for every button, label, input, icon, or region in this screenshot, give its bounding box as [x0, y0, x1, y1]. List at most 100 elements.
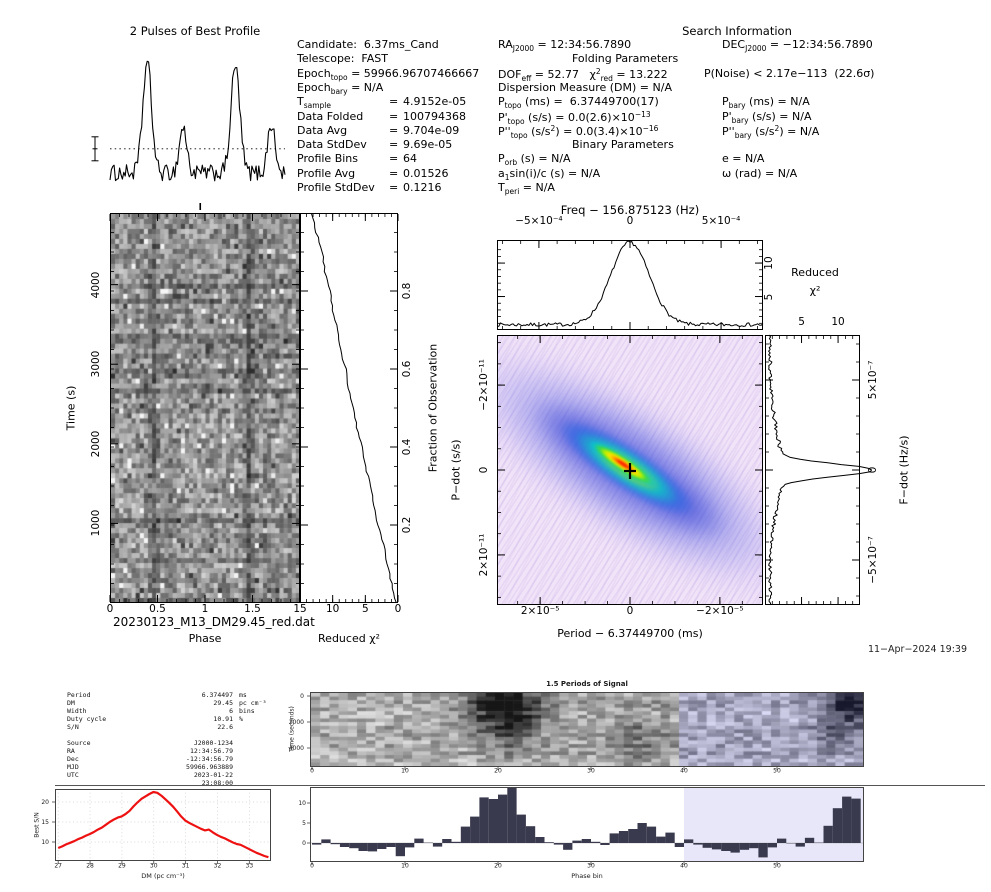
- search-info-right: Pbary (ms) = N/A: [722, 95, 810, 111]
- waterfall-xtick-label: 40: [680, 767, 688, 775]
- snr-ytick-label: 20: [41, 798, 49, 806]
- freq-tick-label: −5×10⁻⁴: [515, 215, 563, 227]
- chi2-tick-label: 10: [325, 603, 340, 615]
- summary-value: -12:34:56.79: [186, 754, 233, 763]
- search-info-right: ω (rad) = N/A: [722, 166, 798, 180]
- period-tick-label: −2×10⁻⁵: [696, 605, 744, 617]
- freq-plot-title: Freq − 156.875123 (Hz): [560, 203, 700, 217]
- fdot-tick-label: 5×10⁻⁷: [867, 360, 879, 400]
- summary-label: Width: [67, 707, 87, 716]
- summary-table-row: UTC 2023-01-22 23:08:00: [67, 771, 267, 787]
- fraction-tick-label: 0.6: [401, 360, 413, 378]
- snr-ytick-label: 15: [41, 818, 49, 826]
- chi2-tick-label: 0: [394, 603, 402, 615]
- profile-title: 2 Pulses of Best Profile: [129, 24, 261, 38]
- summary-unit: pc cm⁻³: [239, 699, 267, 708]
- summary-label: MJD: [67, 762, 79, 771]
- search-info-line: Dispersion Measure (DM) = N/A: [498, 81, 988, 95]
- fdot-axis-label: F−dot (Hz/s): [897, 435, 911, 505]
- candidate-info-line: Telescope: FAST: [297, 52, 388, 66]
- candidate-info-line: Data Avg = 9.704e-09: [297, 123, 460, 137]
- hist-ytick-label: 0: [302, 839, 306, 847]
- summary-label: Duty cycle: [67, 715, 107, 724]
- search-info-line: Porb (s) = N/A e = N/A: [498, 152, 988, 167]
- search-info-title: Search Information: [682, 24, 792, 38]
- hist-xtick-label: 50: [773, 862, 781, 870]
- phase-tick-label: 1.5: [244, 603, 261, 615]
- candidate-info-value: 0.01526: [403, 166, 449, 180]
- summary-label: Period: [67, 691, 91, 699]
- waterfall-box: [307, 692, 864, 770]
- phase-tick-label: 0: [106, 603, 114, 615]
- summary-table-row: Duty cycle 10.91%: [67, 715, 267, 723]
- summary-value: J2000-1234: [193, 738, 233, 747]
- hist-ytick-label: 10: [298, 799, 306, 807]
- summary-value: 6: [229, 707, 233, 716]
- candidate-info-value: 0.1216: [403, 181, 442, 194]
- phase-time-box: [109, 203, 301, 603]
- search-info-left: Ptopo (ms) = 6.37449700(17): [498, 95, 659, 111]
- phase-axis-label: Phase: [188, 632, 222, 645]
- search-info-right: P'bary (s/s) = N/A: [722, 109, 812, 125]
- candidate-info-line: Data Folded = 100794368: [297, 109, 466, 123]
- search-info-left: Dispersion Measure (DM) = N/A: [498, 80, 672, 94]
- waterfall-xtick-label: 10: [401, 767, 409, 775]
- pdot-period-box: [497, 335, 763, 605]
- candidate-info-block: Candidate: 6.37ms_Cand Telescope: FAST Epo…: [297, 38, 497, 198]
- summary-value: 22.6: [217, 723, 233, 732]
- phase-tick-label: 1: [201, 603, 209, 615]
- chi2-tick-label: 15: [293, 603, 307, 615]
- candidate-info-line: Profile StdDev = 0.1216: [297, 181, 442, 194]
- summary-table-row: RA 12:34:56.79: [67, 747, 267, 755]
- search-info-line: Tperi = N/A: [498, 181, 988, 196]
- search-info-line: RAJ2000 = 12:34:56.7890 DECJ2000 = −12:34…: [498, 38, 988, 53]
- period-axis-label: Period − 6.37449700 (ms): [557, 627, 703, 640]
- candidate-info-eq: =: [389, 138, 399, 152]
- summary-label: Dec: [67, 754, 79, 763]
- candidate-info-value: 4.9152e-05: [403, 95, 467, 109]
- pdot-tick-label: 2×10⁻¹¹: [478, 533, 490, 577]
- summary-table-row: Source J2000-1234: [67, 739, 267, 747]
- waterfall-xtick-label: 30: [587, 767, 595, 775]
- plot-datestamp: 11−Apr−2024 19:39: [867, 644, 967, 655]
- pulse-profile-plot: [91, 60, 286, 182]
- candidate-info-eq: =: [389, 181, 399, 194]
- candidate-info-eq: =: [389, 95, 399, 109]
- search-info-left: DOFeff = 52.77 χ2red = 13.222: [498, 66, 668, 83]
- search-info-line: a1sin(i)/c (s) = N/A ω (rad) = N/A: [498, 166, 988, 182]
- snr-xtick-label: 28: [86, 862, 94, 870]
- candidate-info-line: Epochbary = N/A: [297, 80, 384, 96]
- fraction-tick-label: 0.8: [401, 282, 413, 300]
- candidate-info-line: Profile Bins = 64: [297, 152, 417, 166]
- freq-tick-label: 0: [626, 215, 634, 227]
- candidate-info-eq: =: [389, 152, 399, 166]
- candidate-info-line: Tsample = 4.9152e-05: [297, 95, 467, 111]
- candidate-info-line: Epochtopo = 59966.96707466667: [297, 66, 480, 82]
- candidate-info-value: 9.704e-09: [403, 123, 460, 137]
- signal-waterfall-greyscale: [311, 693, 863, 766]
- candidate-info-eq: =: [389, 109, 399, 123]
- candidate-info-eq: =: [389, 123, 399, 137]
- chi2-tick-label: 5: [361, 603, 369, 615]
- search-info-right: P(Noise) < 2.17e−113 (22.6σ): [704, 66, 875, 80]
- candidate-info-line: Data StdDev = 9.69e-05: [297, 138, 453, 152]
- phase-histogram: [307, 787, 864, 865]
- waterfall-xtick-label: 50: [773, 767, 781, 775]
- search-info-right: DECJ2000 = −12:34:56.7890: [722, 38, 873, 53]
- datafile-name: 20230123_M13_DM29.45_red.dat: [113, 615, 315, 629]
- hist-xtick-label: 30: [587, 862, 595, 870]
- summary-table-row: MJD 59966.963889: [67, 763, 267, 771]
- hist-xtick-label: 0: [310, 862, 314, 870]
- waterfall-ytick-label: 2000: [288, 718, 304, 726]
- search-info-heading: Binary Parameters: [572, 138, 674, 152]
- reduced-chi2-axis-label: Reduced χ²: [318, 632, 380, 645]
- search-info-right: P''bary (s/s2) = N/A: [722, 123, 820, 140]
- summary-value: 29.45: [213, 699, 233, 708]
- period-tick-label: 0: [626, 605, 634, 617]
- waterfall-title: 1.5 Periods of Signal: [546, 680, 628, 688]
- summary-unit: ms: [239, 691, 247, 699]
- hist-xtick-label: 10: [401, 862, 409, 870]
- fdot-chi2-tick-label: 10: [831, 316, 845, 328]
- candidate-info-value: 9.69e-05: [403, 138, 453, 152]
